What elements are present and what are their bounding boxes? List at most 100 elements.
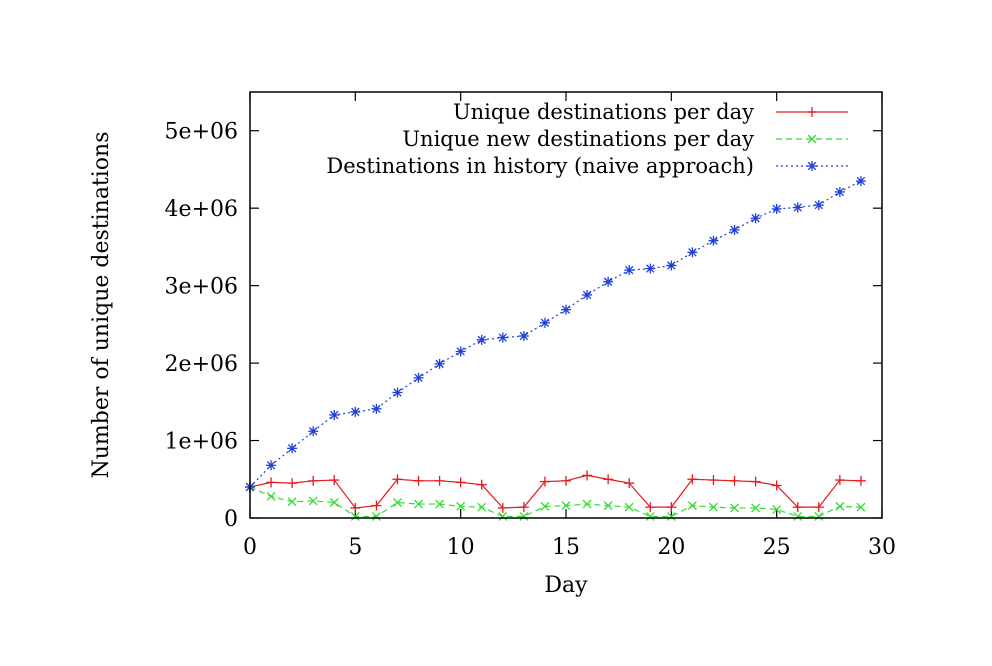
legend-label: Destinations in history (naive approach) [326, 154, 754, 178]
x-tick-label: 5 [348, 535, 362, 560]
ticks-layer: 0 5 10 15 20 25 30 0 1e+06 2e+06 3e+06 4e+06 5e+06 [165, 92, 896, 560]
data-point [624, 502, 634, 512]
x-tick-label: 10 [447, 535, 475, 560]
data-point [435, 499, 445, 509]
data-point [518, 330, 529, 341]
data-point [729, 475, 740, 486]
data-point [813, 502, 824, 513]
data-point [708, 235, 719, 246]
data-point [834, 186, 845, 197]
data-point [687, 501, 697, 511]
data-point [561, 475, 571, 486]
data-point [455, 477, 466, 488]
data-point [730, 503, 739, 513]
data-point [834, 475, 845, 486]
legend-entry: Unique destinations per day [453, 100, 848, 124]
data-point [497, 332, 508, 343]
series-line [249, 180, 862, 488]
data-point [624, 478, 635, 489]
data-point [476, 479, 487, 490]
data-point [266, 491, 276, 501]
data-point [771, 480, 782, 491]
data-point [329, 409, 340, 420]
data-point [414, 499, 423, 509]
y-tick-label: 3e+06 [165, 275, 238, 300]
data-point [666, 260, 677, 271]
data-point [561, 501, 571, 511]
data-point [582, 470, 593, 481]
x-tick-label: 20 [657, 535, 685, 560]
series-line [249, 486, 861, 518]
data-point [807, 107, 817, 117]
data-point [687, 474, 698, 485]
data-point [350, 502, 361, 513]
data-point [476, 334, 487, 345]
y-axis-title: Number of unique destinations [89, 131, 114, 478]
data-point [413, 475, 424, 486]
data-point [855, 176, 866, 187]
data-point [519, 511, 529, 521]
data-point [813, 200, 824, 211]
legend-entry: Unique new destinations per day [402, 127, 848, 151]
data-point [792, 502, 803, 513]
data-point [645, 502, 656, 513]
data-point [539, 476, 550, 487]
data-point [709, 502, 718, 512]
data-point [666, 511, 676, 521]
data-point [687, 247, 698, 258]
data-point [477, 502, 487, 512]
data-point [266, 477, 277, 488]
data-point [582, 289, 593, 300]
x-tick-label: 25 [763, 535, 791, 560]
data-point [624, 265, 635, 276]
series-1 [245, 470, 866, 513]
x-tick-label: 15 [552, 535, 580, 560]
data-point [807, 134, 817, 144]
data-point [498, 511, 508, 521]
data-point [771, 203, 782, 214]
legend: Unique destinations per day Unique new de… [326, 100, 848, 178]
series-line [249, 474, 861, 509]
data-point [582, 499, 592, 509]
data-point [413, 372, 424, 383]
data-point [603, 276, 614, 287]
data-point [329, 498, 339, 507]
data-point [455, 346, 466, 357]
x-axis-title: Day [544, 573, 588, 598]
data-point [393, 498, 402, 507]
data-point [540, 501, 550, 511]
data-point [539, 317, 550, 328]
legend-entry: Destinations in history (naive approach) [326, 154, 848, 178]
data-point [308, 426, 319, 437]
data-point [497, 502, 508, 513]
data-point [434, 475, 445, 486]
data-point [666, 502, 677, 513]
legend-label: Unique destinations per day [453, 100, 754, 124]
data-point [772, 505, 782, 514]
y-tick-label: 1e+06 [165, 430, 238, 455]
data-point [308, 475, 319, 486]
data-point [792, 202, 803, 213]
data-point [392, 387, 403, 398]
data-point [835, 501, 845, 511]
data-point [708, 475, 719, 486]
data-point [287, 443, 298, 454]
x-tick-label: 0 [243, 535, 257, 560]
data-point [371, 403, 382, 414]
series-3 [245, 176, 866, 493]
data-point [350, 511, 360, 521]
y-tick-label: 0 [224, 507, 238, 532]
data-point [645, 263, 656, 274]
data-point [561, 304, 571, 315]
data-point [287, 478, 298, 489]
data-point [308, 496, 318, 506]
plot-frame [249, 91, 883, 519]
series-2 [245, 482, 866, 521]
data-point [855, 475, 866, 486]
data-point [645, 511, 655, 521]
data-point [329, 475, 340, 486]
data-point [603, 474, 614, 485]
data-point [287, 497, 297, 507]
